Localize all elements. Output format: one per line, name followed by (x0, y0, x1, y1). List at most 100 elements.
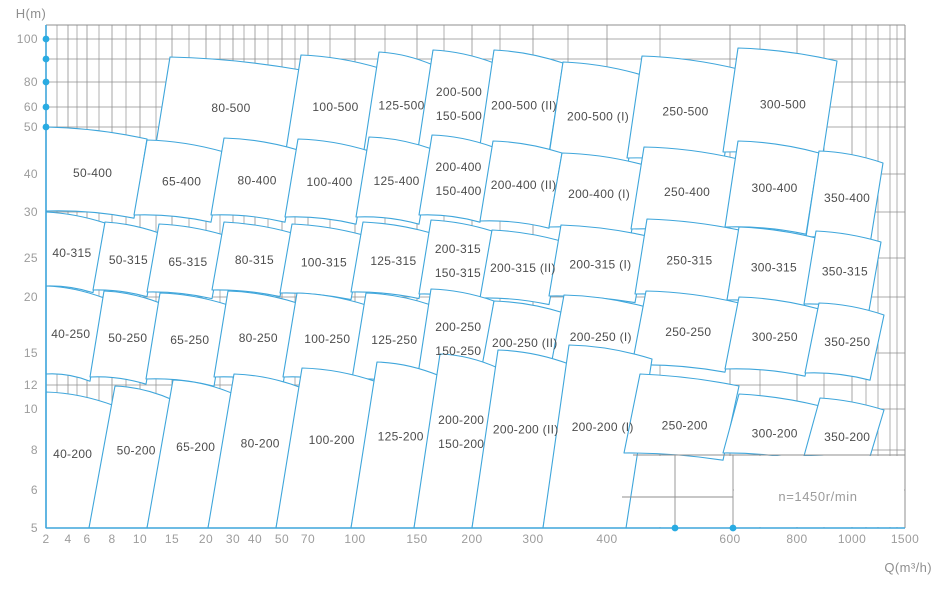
x-tick-label: 40 (248, 532, 262, 546)
y-axis-title: H(m) (16, 6, 46, 21)
region-label: 40-250 (51, 327, 90, 341)
region-tile (146, 223, 225, 300)
x-tick-label: 15 (165, 532, 179, 546)
x-tick-label: 1500 (891, 532, 919, 546)
x-tick-label: 6 (83, 532, 90, 546)
region-label: 300-315 (751, 260, 797, 274)
region-label: 150-250 (435, 344, 481, 358)
region-label: 200-315 (435, 242, 481, 256)
x-tick-label: 2 (42, 532, 49, 546)
x-tick-label: 600 (719, 532, 740, 546)
region-tile (210, 137, 299, 223)
y-tick-label: 6 (31, 483, 38, 497)
region-label: 250-400 (664, 185, 710, 199)
region-label: 65-400 (162, 175, 201, 189)
y-tick-label: 100 (17, 32, 38, 46)
region-label: 200-250 (II) (492, 336, 558, 350)
y-axis-dot (42, 78, 50, 86)
x-tick-label: 300 (522, 532, 543, 546)
region-tiles-layer (45, 47, 885, 529)
region-tile (284, 138, 370, 225)
region-label: 300-250 (752, 330, 798, 344)
region-label: 65-200 (176, 440, 215, 454)
x-tick-label: 8 (108, 532, 115, 546)
region-tile (418, 134, 494, 223)
region-label: 200-400 (I) (568, 187, 630, 201)
region-label: 200-315 (I) (569, 257, 631, 271)
y-tick-label: 8 (31, 443, 38, 457)
region-label: 100-315 (301, 255, 347, 269)
y-axis-dot (42, 35, 50, 43)
x-tick-label: 150 (406, 532, 427, 546)
region-label: 200-250 (435, 320, 481, 334)
speed-annotation: n=1450r/min (778, 489, 857, 504)
region-tile (133, 139, 225, 223)
y-axis-dot (42, 55, 50, 63)
y-tick-label: 25 (24, 251, 38, 265)
x-tick-label: 20 (199, 532, 213, 546)
annotation-box (734, 456, 904, 527)
region-label: 300-500 (760, 98, 806, 112)
region-tile (631, 290, 740, 373)
region-tile (211, 221, 293, 298)
region-label: 150-500 (436, 109, 482, 123)
region-label: 150-315 (435, 266, 481, 280)
region-label: 65-315 (168, 255, 207, 269)
x-tick-label: 50 (275, 532, 289, 546)
region-tile (479, 229, 562, 306)
region-label: 65-250 (170, 333, 209, 347)
region-label: 125-500 (378, 99, 424, 113)
region-label: 100-500 (312, 100, 358, 114)
region-label: 350-400 (824, 191, 870, 205)
x-axis-title: Q(m³/h) (884, 560, 932, 575)
axes-layer (42, 25, 905, 532)
region-tile (89, 290, 161, 385)
region-label: 80-315 (235, 253, 274, 267)
region-tile (623, 373, 740, 461)
region-label: 150-200 (438, 437, 484, 451)
region-label: 125-250 (371, 333, 417, 347)
region-tile (45, 285, 105, 382)
region-label: 300-400 (752, 181, 798, 195)
region-label: 200-200 (438, 413, 484, 427)
region-label: 40-200 (53, 447, 92, 461)
region-label: 100-250 (304, 332, 350, 346)
region-label: 200-400 (II) (491, 178, 557, 192)
region-tile (279, 223, 364, 301)
x-tick-label: 1000 (838, 532, 866, 546)
y-axis-dot (42, 103, 50, 111)
region-label: 100-200 (309, 433, 355, 447)
y-tick-label: 20 (24, 290, 38, 304)
region-label: 150-400 (436, 184, 482, 198)
region-label: 350-315 (822, 264, 868, 278)
annotation-box-layer (622, 454, 905, 528)
region-label: 350-200 (824, 430, 870, 444)
y-tick-label: 80 (24, 75, 38, 89)
region-label: 50-200 (117, 444, 156, 458)
region-tile (418, 219, 493, 302)
region-tile (92, 221, 160, 298)
region-label: 200-200 (I) (572, 420, 634, 434)
x-tick-label: 800 (786, 532, 807, 546)
y-tick-label: 40 (24, 167, 38, 181)
region-label: 80-250 (239, 331, 278, 345)
region-labels-layer: 80-500 100-500 125-500 200-500 150-500 200-50… (51, 85, 870, 461)
x-tick-label: 100 (344, 532, 365, 546)
region-label: 125-400 (374, 174, 420, 188)
y-tick-label: 15 (24, 346, 38, 360)
x-tick-label: 200 (461, 532, 482, 546)
y-tick-label: 5 (31, 521, 38, 535)
region-label: 250-250 (665, 325, 711, 339)
region-label: 40-315 (52, 246, 91, 260)
y-axis-dot (42, 123, 50, 131)
x-tick-label: 400 (596, 532, 617, 546)
region-label: 200-315 (II) (490, 261, 556, 275)
region-label: 125-200 (378, 430, 424, 444)
region-label: 80-400 (238, 174, 277, 188)
y-tick-label: 12 (24, 378, 38, 392)
region-label: 250-315 (666, 253, 712, 267)
region-label: 80-500 (211, 101, 250, 115)
region-label: 125-315 (370, 254, 416, 268)
region-label: 100-400 (307, 175, 353, 189)
